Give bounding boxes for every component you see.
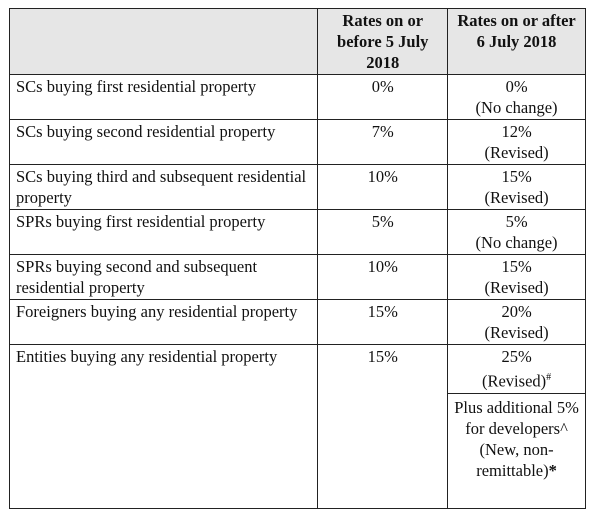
rate-after: 20% (Revised) bbox=[447, 299, 586, 345]
rate-note: (Revised) bbox=[454, 142, 579, 163]
rate-before: 15% bbox=[317, 299, 449, 345]
rate-after-value: 25% bbox=[501, 347, 532, 366]
rate-before: 10% bbox=[317, 164, 449, 210]
table-row: SCs buying third and subsequent resident… bbox=[8, 164, 586, 210]
rate-before: 10% bbox=[317, 254, 449, 300]
header-row: Rates on or before 5 July 2018 Rates on … bbox=[8, 8, 586, 75]
rates-table: Rates on or before 5 July 2018 Rates on … bbox=[8, 8, 586, 509]
note-mark: # bbox=[546, 372, 552, 383]
extra-note: Plus additional 5% for developers^ (New,… bbox=[447, 392, 586, 509]
rate-note-text: (No change) bbox=[475, 233, 558, 252]
rate-after-value: 0% bbox=[505, 77, 528, 96]
row-label: SCs buying third and subsequent resident… bbox=[8, 164, 319, 210]
row-label: Foreigners buying any residential proper… bbox=[8, 299, 319, 345]
rate-note-text: (No change) bbox=[475, 98, 558, 117]
header-blank bbox=[8, 8, 319, 75]
rate-note-text: (Revised) bbox=[484, 188, 549, 207]
rate-after: 12% (Revised) bbox=[447, 119, 586, 165]
rate-after: 15% (Revised) bbox=[447, 254, 586, 300]
rate-before: 0% bbox=[317, 74, 449, 120]
rate-before: 7% bbox=[317, 119, 449, 165]
rate-after-value: 15% bbox=[501, 167, 532, 186]
rate-note-text: (Revised) bbox=[484, 278, 549, 297]
table-row: SCs buying first residential property 0% 0… bbox=[8, 74, 586, 120]
table-row: Entities buying any residential property… bbox=[8, 344, 586, 509]
rate-note-text: (Revised) bbox=[484, 143, 549, 162]
rate-after: 0% (No change) bbox=[447, 74, 586, 120]
rate-note: (Revised) bbox=[454, 322, 579, 343]
rate-after: 5% (No change) bbox=[447, 209, 586, 255]
table-body: SCs buying first residential property 0% 0… bbox=[8, 74, 586, 509]
table-row: SPRs buying first residential property 5%… bbox=[8, 209, 586, 255]
extra-mark: * bbox=[548, 460, 557, 480]
rate-note: (No change) bbox=[454, 232, 579, 253]
rate-note: (No change) bbox=[454, 97, 579, 118]
row-label: SCs buying first residential property bbox=[8, 74, 319, 120]
rate-before: 5% bbox=[317, 209, 449, 255]
row-label: SPRs buying second and subsequent reside… bbox=[8, 254, 319, 300]
table-row: SPRs buying second and subsequent reside… bbox=[8, 254, 586, 300]
rate-note-text: (Revised) bbox=[481, 371, 547, 391]
row-label: SCs buying second residential property bbox=[8, 119, 319, 165]
rate-before: 15% bbox=[317, 344, 449, 509]
table-row: Foreigners buying any residential proper… bbox=[8, 299, 586, 345]
row-label: Entities buying any residential property bbox=[8, 344, 319, 509]
rate-after: 15% (Revised) bbox=[447, 164, 586, 210]
row-label: SPRs buying first residential property bbox=[8, 209, 319, 255]
header-cell: Rates on or before 5 July 2018 bbox=[317, 8, 449, 75]
rate-after-value: 20% bbox=[501, 302, 532, 321]
table-row: SCs buying second residential property 7%… bbox=[8, 119, 586, 165]
header-cell: Rates on or after 6 July 2018 bbox=[447, 8, 586, 75]
rate-note: (Revised) bbox=[454, 187, 579, 208]
rate-note: (Revised) bbox=[454, 277, 579, 298]
rate-after-value: 15% bbox=[501, 257, 532, 276]
extra-text: Plus additional 5% for developers^ (New,… bbox=[454, 397, 579, 480]
rate-after: 25% (Revised)# bbox=[447, 344, 586, 394]
table-row-extra: Plus additional 5% for developers^ (New,… bbox=[10, 392, 586, 509]
rate-after-value: 5% bbox=[505, 212, 528, 231]
rate-note-text: (Revised) bbox=[484, 323, 549, 342]
rate-after-value: 12% bbox=[501, 122, 532, 141]
rate-note: (Revised)# bbox=[454, 367, 579, 392]
